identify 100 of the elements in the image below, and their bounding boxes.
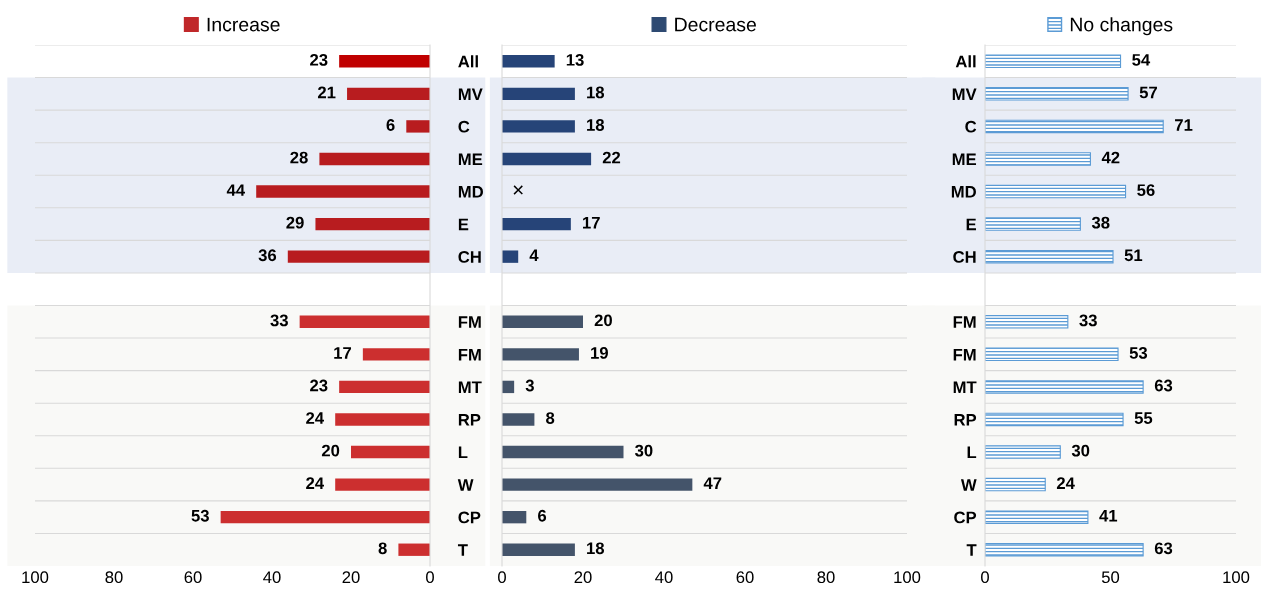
data-label: 20 <box>321 444 340 457</box>
data-label: 23 <box>310 379 328 392</box>
data-label: 23 <box>310 53 328 66</box>
bar <box>256 185 430 198</box>
data-label: 22 <box>602 151 621 164</box>
y-tick-label: MT <box>953 381 977 393</box>
data-label: 42 <box>1101 151 1120 164</box>
data-label: 41 <box>1099 510 1118 522</box>
bar <box>985 445 1061 459</box>
x-tick-label: 0 <box>981 571 989 584</box>
data-label: 18 <box>587 542 605 555</box>
bar <box>502 120 575 133</box>
data-label: 53 <box>191 509 209 522</box>
bar <box>502 478 693 491</box>
y-tick-label: CH <box>458 251 481 263</box>
bar <box>299 315 430 328</box>
data-label: 24 <box>306 477 324 489</box>
data-label: 20 <box>594 314 612 327</box>
x-tick-label: 20 <box>574 571 592 584</box>
bar <box>502 250 519 263</box>
bar <box>502 217 571 231</box>
y-tick-label: CH <box>953 251 976 263</box>
y-tick-label: ME <box>458 153 483 166</box>
bar <box>502 543 575 556</box>
data-label: 56 <box>1137 184 1155 197</box>
y-tick-label: W <box>960 479 977 491</box>
data-label: 36 <box>258 249 277 262</box>
bar <box>347 87 430 101</box>
bar <box>985 54 1122 69</box>
data-label: 33 <box>1079 314 1097 327</box>
data-label: 13 <box>566 53 584 66</box>
y-tick-label: All <box>955 55 976 68</box>
x-tick-label: 40 <box>263 571 281 584</box>
bar <box>985 477 1046 492</box>
x-tick-label: 80 <box>817 571 835 584</box>
data-label: 33 <box>270 314 288 327</box>
x-tick-label: 100 <box>22 571 49 584</box>
y-tick-label: FM <box>458 348 481 361</box>
data-label: 17 <box>334 347 352 359</box>
data-label: 53 <box>1129 347 1148 359</box>
data-label: 19 <box>591 347 608 359</box>
data-label: 18 <box>587 86 605 99</box>
data-label: 71 <box>1175 119 1193 131</box>
bar <box>985 315 1069 329</box>
bar <box>985 510 1089 524</box>
y-tick-label: T <box>966 544 977 556</box>
y-tick-label: All <box>458 55 478 68</box>
bar <box>502 510 527 524</box>
y-tick-label: MV <box>458 88 483 100</box>
data-label: 3 <box>525 379 534 392</box>
y-tick-label: L <box>458 446 468 459</box>
bar <box>319 152 430 166</box>
bar <box>406 120 430 133</box>
bar <box>315 217 430 231</box>
y-tick-label: MV <box>952 88 977 100</box>
bar <box>351 445 430 459</box>
y-tick-label: MD <box>951 186 976 198</box>
bar <box>502 55 555 68</box>
bar <box>985 217 1081 231</box>
data-label: 57 <box>1139 86 1157 99</box>
legend-label: Decrease <box>675 17 756 32</box>
x-tick-label: 60 <box>184 571 202 584</box>
bar <box>362 348 430 361</box>
x-tick-label: 100 <box>1223 571 1250 584</box>
bar <box>985 542 1144 557</box>
bar <box>502 315 583 328</box>
y-tick-label: FM <box>458 316 481 328</box>
data-label: 28 <box>290 151 308 164</box>
y-tick-label: L <box>967 446 977 459</box>
y-tick-label: ME <box>952 153 977 166</box>
x-tick-label: 80 <box>105 571 123 584</box>
bar <box>502 87 575 101</box>
bar <box>985 119 1164 134</box>
data-label: 44 <box>226 184 245 196</box>
y-tick-label: E <box>966 218 977 231</box>
bar <box>985 152 1091 166</box>
data-label: 24 <box>306 412 324 424</box>
bar <box>985 184 1127 199</box>
bar <box>985 87 1129 101</box>
data-label: 6 <box>538 509 547 522</box>
data-label: 47 <box>703 477 722 489</box>
y-tick-label: E <box>458 218 469 231</box>
data-label: 8 <box>378 542 387 555</box>
bar <box>287 250 430 263</box>
legend-label: No changes <box>1070 17 1173 36</box>
legend-label: Increase <box>207 17 280 32</box>
x-tick-label: 50 <box>1101 571 1120 584</box>
y-tick-label: C <box>965 120 977 133</box>
bar <box>220 510 430 524</box>
x-tick-label: 60 <box>736 571 754 584</box>
data-label: 38 <box>1091 216 1110 229</box>
data-label: 24 <box>1056 477 1075 489</box>
data-label: 21 <box>317 86 336 99</box>
bar <box>502 413 535 426</box>
y-tick-label: FM <box>953 348 976 361</box>
bar <box>335 413 430 426</box>
x-tick-label: 40 <box>655 571 673 584</box>
data-label: 6 <box>386 119 395 131</box>
data-label: 8 <box>546 412 555 424</box>
data-label: 55 <box>1134 412 1153 424</box>
